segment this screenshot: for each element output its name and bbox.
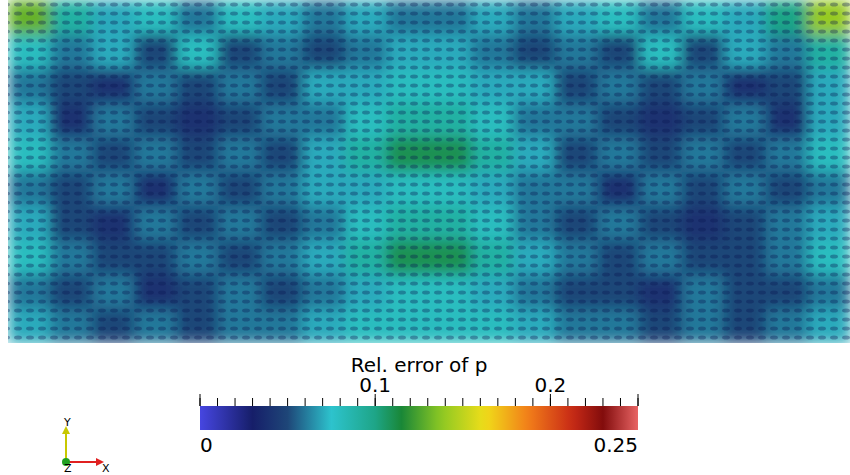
minor-tick	[532, 398, 533, 406]
minor-tick	[602, 398, 603, 406]
minor-tick	[410, 398, 411, 406]
field	[8, 0, 850, 343]
major-tick	[638, 394, 639, 406]
minor-tick	[445, 398, 446, 406]
minor-tick	[427, 398, 428, 406]
minor-tick	[392, 398, 393, 406]
minor-tick	[217, 398, 218, 406]
minor-tick	[340, 398, 341, 406]
y-arrow	[65, 432, 67, 462]
tick-label: 0	[200, 433, 213, 457]
triad-label: X	[102, 462, 110, 475]
minor-tick	[287, 398, 288, 406]
axes-triad: Y Z X	[62, 416, 110, 475]
minor-tick	[357, 398, 358, 406]
tick-label: 0.2	[534, 373, 566, 397]
minor-tick	[235, 398, 236, 406]
major-tick	[200, 394, 201, 406]
minor-tick	[585, 398, 586, 406]
minor-tick	[322, 398, 323, 406]
minor-tick	[497, 398, 498, 406]
minor-tick	[252, 398, 253, 406]
minor-tick	[567, 398, 568, 406]
colorbar	[200, 406, 638, 430]
figure: Rel. error of p00.10.20.25YZX	[0, 0, 850, 475]
texture	[8, 0, 850, 343]
plot-area	[8, 0, 850, 343]
minor-tick	[305, 398, 306, 406]
tick-label: 0.1	[359, 373, 391, 397]
triad-label: Z	[64, 462, 72, 475]
tick-label: 0.25	[593, 433, 638, 457]
minor-tick	[480, 398, 481, 406]
minor-tick	[620, 398, 621, 406]
minor-tick	[515, 398, 516, 406]
minor-tick	[270, 398, 271, 406]
minor-tick	[462, 398, 463, 406]
triad-label: Y	[63, 416, 71, 429]
